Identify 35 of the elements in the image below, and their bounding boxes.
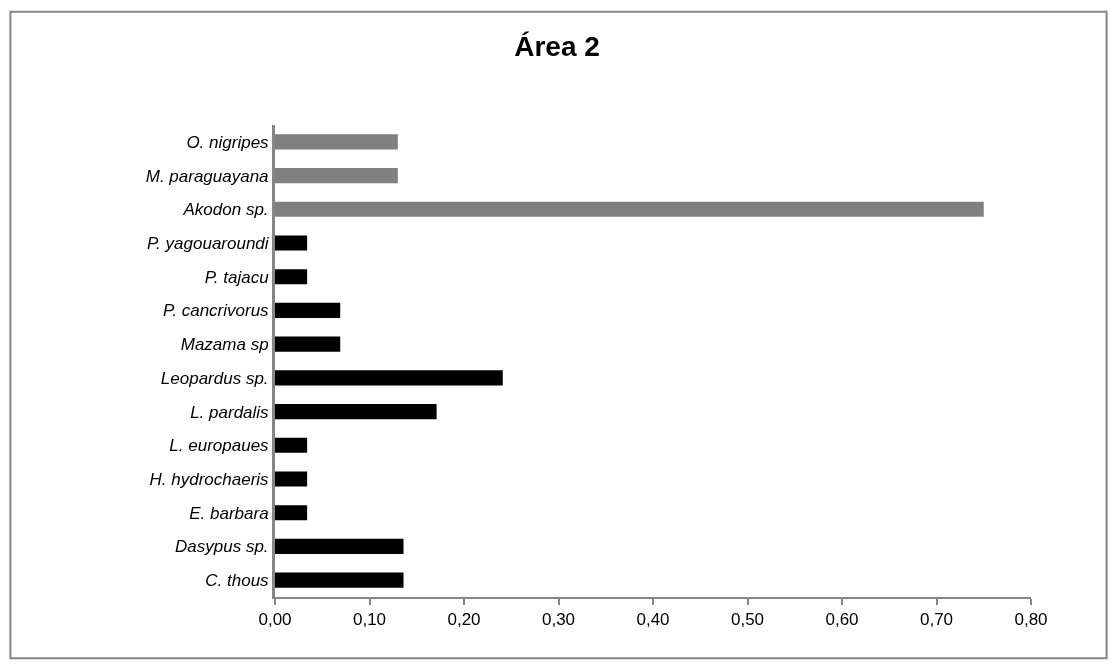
bar bbox=[275, 437, 308, 453]
bar bbox=[275, 302, 341, 319]
bar bbox=[275, 403, 437, 420]
y-tick-label: P. cancrivorus bbox=[163, 301, 270, 321]
y-tick-label: L. pardalis bbox=[190, 402, 270, 422]
y-tick-label: Leopardus sp. bbox=[160, 368, 269, 388]
y-tick-label: Dasypus sp. bbox=[175, 537, 269, 557]
x-tick-label: 0,20 bbox=[447, 610, 481, 630]
x-tick-label: 0,40 bbox=[636, 610, 670, 630]
bar bbox=[275, 572, 404, 588]
x-tick-label: 0,10 bbox=[352, 610, 387, 630]
bar bbox=[275, 538, 404, 555]
y-tick-label: O. nigripes bbox=[186, 132, 270, 152]
y-tick-label: L. europaues bbox=[169, 436, 270, 456]
bar bbox=[275, 370, 503, 386]
y-tick-label: P. tajacu bbox=[204, 267, 270, 287]
y-tick-label: H. hydrochaeris bbox=[149, 469, 270, 489]
x-tick-label: 0,70 bbox=[919, 610, 954, 630]
y-tick-label: M. paraguayana bbox=[145, 166, 269, 186]
x-tick-label: 0,50 bbox=[730, 610, 765, 630]
y-tick-label: C. thous bbox=[205, 571, 270, 591]
bar bbox=[275, 336, 341, 352]
y-tick-label: Akodon sp. bbox=[182, 200, 269, 220]
x-tick-label: 0,00 bbox=[258, 610, 292, 630]
bar bbox=[275, 471, 308, 487]
chart-title: Área 2 bbox=[514, 31, 600, 63]
y-tick-label: P. yagouaroundi bbox=[146, 233, 270, 253]
bar bbox=[275, 269, 308, 285]
x-tick-label: 0,80 bbox=[1014, 610, 1048, 630]
bar bbox=[275, 235, 308, 251]
bar bbox=[275, 505, 308, 521]
x-tick-label: 0,30 bbox=[541, 610, 576, 630]
y-tick-label: Mazama sp bbox=[180, 335, 269, 355]
x-tick-label: 0,60 bbox=[825, 610, 859, 630]
y-tick-label: E. barbara bbox=[189, 503, 269, 523]
